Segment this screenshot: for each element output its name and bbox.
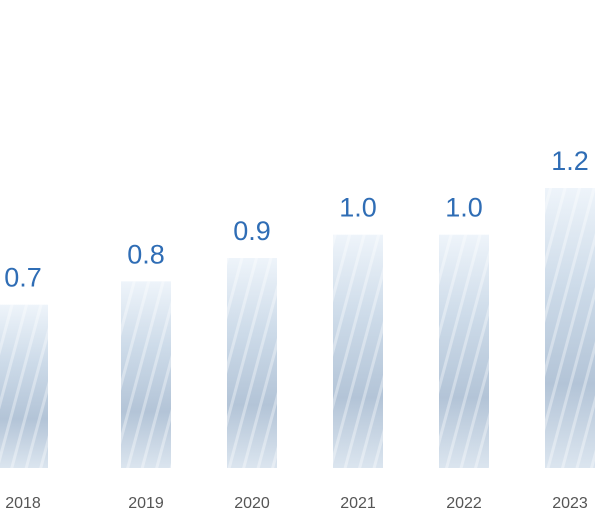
value-label: 0.8 [127,239,165,269]
value-label: 0.9 [233,216,271,246]
bar [439,234,489,468]
x-tick-label: 2019 [128,495,164,512]
x-tick-label: 2023 [552,495,588,512]
value-label: 1.2 [551,146,589,176]
x-tick-label: 2022 [446,495,482,512]
value-label: 1.0 [339,193,377,223]
value-label: 0.7 [4,263,42,293]
x-tick-label: 2021 [340,495,376,512]
value-label: 1.0 [445,193,483,223]
bar [333,234,383,468]
x-tick-label: 2020 [234,495,270,512]
bar [121,281,171,468]
bar [227,258,277,468]
x-tick-label: 2018 [5,495,41,512]
bar [0,304,48,468]
bar [545,188,595,468]
